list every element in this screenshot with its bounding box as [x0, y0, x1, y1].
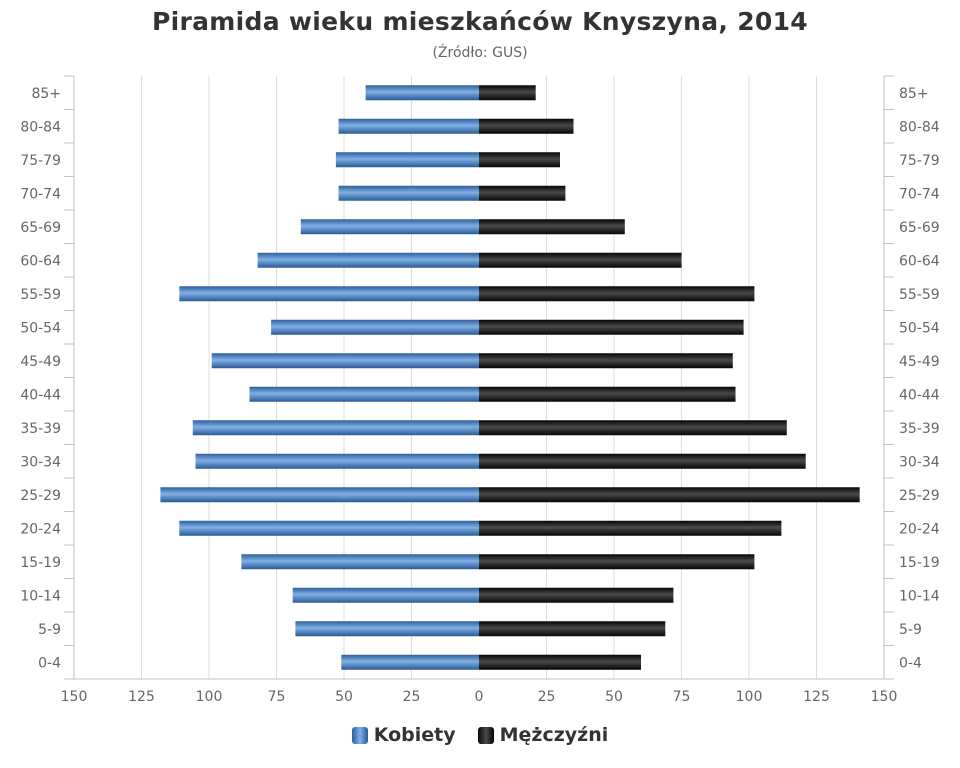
legend-swatch-male — [477, 726, 494, 744]
y-tick-label-left: 35-39 — [20, 421, 61, 437]
bar-male — [479, 386, 736, 402]
y-tick-label-left: 10-14 — [20, 588, 61, 604]
y-tick-label-right: 70-74 — [899, 186, 940, 202]
legend-swatch-female — [351, 726, 368, 744]
legend-label-female: Kobiety — [373, 724, 456, 746]
y-tick-label-right: 20-24 — [899, 521, 940, 537]
bar-female — [257, 252, 479, 268]
y-tick-label-left: 65-69 — [20, 220, 61, 236]
bar-female — [295, 621, 479, 637]
label-layer: 150 125 100 75 50 25 0 25 50 75 100 125 150 85+ 85+ 80-… — [20, 86, 939, 705]
y-tick-label-right: 65-69 — [899, 220, 940, 236]
y-tick-label-right: 35-39 — [899, 421, 940, 437]
bar-male — [479, 453, 806, 469]
bar-female — [341, 654, 479, 670]
y-tick-label-right: 5-9 — [899, 622, 922, 638]
y-tick-label-left: 60-64 — [20, 253, 61, 269]
y-tick-label-left: 30-34 — [20, 454, 61, 470]
bar-male — [479, 554, 755, 570]
y-tick-label-right: 55-59 — [899, 287, 940, 303]
bar-female — [195, 453, 479, 469]
y-tick-label-right: 60-64 — [899, 253, 940, 269]
bar-layer — [160, 85, 860, 670]
y-tick-label-right: 40-44 — [899, 387, 940, 403]
chart-title: Piramida wieku mieszkańców Knyszyna, 201… — [152, 7, 808, 36]
y-tick-label-left: 80-84 — [20, 119, 61, 135]
bar-male — [479, 185, 566, 201]
y-tick-label-right: 0-4 — [899, 655, 922, 671]
bar-male — [479, 420, 787, 436]
y-tick-label-left: 5-9 — [38, 622, 61, 638]
bar-female — [179, 520, 480, 536]
x-tick-label: 0 — [475, 689, 484, 705]
axis-layer — [64, 75, 894, 680]
y-tick-label-right: 85+ — [899, 86, 929, 102]
x-tick-label: 75 — [673, 689, 691, 705]
bar-female — [179, 286, 480, 302]
bar-male — [479, 520, 782, 536]
x-tick-label: 100 — [196, 689, 223, 705]
y-tick-label-left: 55-59 — [20, 287, 61, 303]
bar-male — [479, 152, 560, 168]
y-tick-label-left: 45-49 — [20, 354, 61, 370]
y-tick-label-right: 45-49 — [899, 354, 940, 370]
legend-item-male[interactable]: Mężczyźni — [477, 724, 609, 746]
bar-female — [192, 420, 480, 436]
bar-female — [211, 353, 479, 369]
bar-female — [292, 587, 479, 603]
y-tick-label-left: 15-19 — [20, 555, 61, 571]
bar-female — [338, 185, 479, 201]
bar-female — [241, 554, 479, 570]
bar-female — [160, 487, 479, 503]
x-tick-label: 75 — [268, 689, 286, 705]
y-tick-label-right: 25-29 — [899, 488, 940, 504]
chart-legend: Kobiety Mężczyźni — [0, 724, 960, 746]
y-tick-label-right: 30-34 — [899, 454, 940, 470]
y-tick-label-right: 10-14 — [899, 588, 940, 604]
y-tick-label-left: 75-79 — [20, 153, 61, 169]
bar-male — [479, 219, 625, 235]
y-tick-label-left: 85+ — [31, 86, 61, 102]
x-tick-label: 150 — [871, 689, 898, 705]
y-tick-label-right: 50-54 — [899, 320, 940, 336]
bar-male — [479, 587, 674, 603]
bar-male — [479, 487, 860, 503]
y-tick-label-right: 75-79 — [899, 153, 940, 169]
y-tick-label-right: 15-19 — [899, 555, 940, 571]
x-tick-label: 25 — [403, 689, 421, 705]
chart-subtitle: (Źródło: GUS) — [432, 45, 528, 61]
y-tick-label-left: 25-29 — [20, 488, 61, 504]
bar-male — [479, 621, 666, 637]
bar-male — [479, 286, 755, 302]
y-tick-label-left: 20-24 — [20, 521, 61, 537]
legend-item-female[interactable]: Kobiety — [351, 724, 456, 746]
x-tick-label: 50 — [605, 689, 623, 705]
x-tick-label: 125 — [128, 689, 155, 705]
legend-label-male: Mężczyźni — [499, 724, 609, 746]
y-tick-label-right: 80-84 — [899, 119, 940, 135]
bar-female — [249, 386, 479, 402]
bar-male — [479, 85, 536, 101]
bar-male — [479, 319, 744, 335]
y-tick-label-left: 70-74 — [20, 186, 61, 202]
y-tick-label-left: 40-44 — [20, 387, 61, 403]
x-tick-label: 100 — [736, 689, 763, 705]
y-tick-label-left: 50-54 — [20, 320, 61, 336]
bar-male — [479, 118, 574, 134]
bar-male — [479, 353, 733, 369]
bar-female — [365, 85, 479, 101]
x-tick-label: 125 — [803, 689, 830, 705]
bar-female — [271, 319, 479, 335]
bar-female — [300, 219, 479, 235]
bar-male — [479, 654, 641, 670]
x-tick-label: 150 — [61, 689, 88, 705]
x-tick-label: 25 — [538, 689, 556, 705]
y-tick-label-left: 0-4 — [38, 655, 61, 671]
bar-female — [335, 152, 479, 168]
bar-female — [338, 118, 479, 134]
x-tick-label: 50 — [335, 689, 353, 705]
bar-male — [479, 252, 682, 268]
